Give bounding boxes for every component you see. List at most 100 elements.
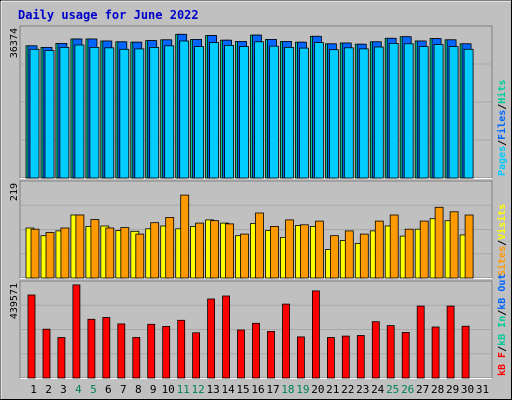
middle-bar-sites bbox=[30, 228, 40, 279]
top-bar-pages bbox=[209, 42, 220, 179]
x-tick-label: 6 bbox=[105, 383, 112, 396]
bottom-bar-kb-f bbox=[57, 337, 66, 379]
x-tick-label: 23 bbox=[356, 383, 369, 396]
top-bar-pages bbox=[164, 45, 175, 179]
x-tick-label: 1 bbox=[30, 383, 37, 396]
middle-ymax-label: 219 bbox=[9, 183, 20, 201]
x-tick-label: 29 bbox=[446, 383, 459, 396]
top-bar-pages bbox=[59, 47, 70, 179]
bottom-bar-kb-f bbox=[461, 325, 470, 379]
x-tick-label: 17 bbox=[266, 383, 279, 396]
top-bar-pages bbox=[89, 47, 100, 179]
bottom-series-label-part: kB Out bbox=[497, 274, 508, 310]
x-tick-label: 12 bbox=[191, 383, 204, 396]
bottom-series-label-part: / bbox=[497, 346, 508, 352]
top-bar-pages bbox=[194, 46, 205, 179]
top-bar-pages bbox=[269, 45, 279, 179]
bottom-bar-kb-f bbox=[207, 298, 216, 379]
bottom-bar-kb-f bbox=[192, 332, 201, 379]
x-tick-label: 20 bbox=[311, 383, 324, 396]
middle-bar-sites bbox=[75, 214, 85, 279]
top-bar-pages bbox=[448, 46, 459, 179]
bottom-bar-kb-f bbox=[386, 325, 395, 379]
top-bar-pages bbox=[44, 50, 55, 179]
x-tick-label: 18 bbox=[281, 383, 294, 396]
bottom-series-label-part: kB In bbox=[497, 316, 508, 346]
bottom-bar-kb-f bbox=[162, 325, 171, 379]
top-bar-pages bbox=[343, 47, 354, 179]
bottom-bar-kb-f bbox=[42, 328, 51, 379]
middle-bar-sites bbox=[449, 211, 459, 279]
x-tick-label: 3 bbox=[60, 383, 67, 396]
x-tick-label: 26 bbox=[401, 383, 414, 396]
middle-series-label-part: Visits bbox=[496, 204, 508, 240]
top-bar-pages bbox=[179, 40, 190, 179]
middle-bar-sites bbox=[105, 227, 115, 279]
bottom-bar-kb-f bbox=[431, 326, 440, 379]
middle-bar-sites bbox=[344, 230, 354, 279]
middle-bar-sites bbox=[419, 220, 429, 279]
middle-bar-sites bbox=[329, 235, 339, 279]
middle-bar-sites bbox=[299, 224, 309, 279]
middle-bar-sites bbox=[359, 233, 369, 279]
bottom-bar-kb-f bbox=[222, 295, 231, 379]
top-bar-pages bbox=[418, 46, 429, 179]
x-tick-label: 15 bbox=[236, 383, 249, 396]
bottom-bar-kb-f bbox=[177, 319, 186, 379]
bottom-bar-kb-f bbox=[252, 322, 260, 379]
top-bar-pages bbox=[388, 43, 399, 179]
middle-bar-sites bbox=[165, 216, 175, 279]
bottom-bar-kb-f bbox=[341, 335, 350, 379]
bottom-bar-kb-f bbox=[296, 336, 305, 379]
middle-bar-sites bbox=[90, 219, 100, 279]
top-series-label-part: Files bbox=[496, 110, 508, 140]
x-tick-label: 11 bbox=[177, 383, 190, 396]
x-tick-label: 14 bbox=[221, 383, 235, 396]
x-tick-label: 28 bbox=[431, 383, 444, 396]
middle-panel: 219 Sites/Visits bbox=[9, 180, 508, 279]
bottom-bar-kb-f bbox=[27, 294, 36, 379]
middle-bar-sites bbox=[195, 222, 205, 279]
x-tick-label: 9 bbox=[150, 383, 157, 396]
middle-bar-sites bbox=[389, 214, 399, 279]
top-bar-pages bbox=[29, 48, 40, 179]
x-tick-label: 21 bbox=[326, 383, 339, 396]
middle-bar-sites bbox=[210, 220, 220, 279]
x-tick-label: 16 bbox=[251, 383, 264, 396]
top-bar-pages bbox=[463, 48, 474, 179]
middle-series-label-part: Sites bbox=[496, 246, 508, 276]
top-bar-pages bbox=[239, 46, 249, 179]
top-bar-pages bbox=[104, 47, 115, 179]
x-tick-label: 4 bbox=[75, 383, 82, 396]
x-axis-labels: 1 2 3 4 5 6 7 8 9 10 11 12 13 14 15 16 17 18 19 20 21 22 23 24 2… bbox=[30, 383, 489, 396]
x-tick-label: 22 bbox=[341, 383, 354, 396]
middle-bar-sites bbox=[45, 232, 55, 279]
top-bar-pages bbox=[358, 48, 369, 179]
top-bar-pages bbox=[74, 44, 85, 179]
bottom-series-label: kB F/kB In/kB Out bbox=[497, 274, 508, 376]
bottom-bar-kb-f bbox=[72, 284, 81, 379]
middle-bar-sites bbox=[270, 225, 279, 279]
bottom-bar-kb-f bbox=[132, 337, 141, 379]
bottom-bar-kb-f bbox=[87, 318, 96, 379]
bottom-bar-kb-f bbox=[311, 290, 320, 379]
bottom-bar-kb-f bbox=[416, 305, 425, 379]
top-bar-pages bbox=[134, 48, 145, 179]
top-series-label-part: / bbox=[497, 140, 508, 146]
middle-bar-sites bbox=[225, 223, 235, 279]
x-tick-label: 7 bbox=[120, 383, 127, 396]
top-bar-pages bbox=[403, 43, 414, 179]
middle-bar-sites bbox=[374, 220, 384, 279]
top-bar-pages bbox=[224, 45, 235, 179]
chart-panels: 36374Pages/Files/Hits219Sites/Visits4395… bbox=[9, 25, 508, 379]
x-tick-label: 8 bbox=[135, 383, 142, 396]
bottom-bar-kb-f bbox=[117, 323, 126, 379]
x-tick-label: 24 bbox=[371, 383, 385, 396]
bottom-bar-kb-f bbox=[326, 337, 335, 379]
bottom-bar-kb-f bbox=[371, 321, 380, 379]
bottom-bar-kb-f bbox=[282, 303, 290, 379]
middle-bar-sites bbox=[135, 233, 145, 279]
middle-bar-sites bbox=[60, 227, 70, 279]
